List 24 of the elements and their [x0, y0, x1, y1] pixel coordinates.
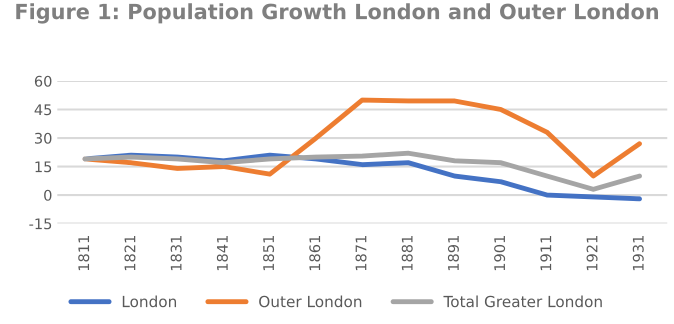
- x-tick-label: 1911: [540, 236, 552, 270]
- x-tick-label: 1841: [216, 236, 228, 270]
- y-tick-label: -15: [29, 218, 52, 230]
- x-tick-label: 1851: [263, 236, 274, 270]
- x-tick-label: 1881: [402, 236, 413, 270]
- chart-title: Figure 1: Population Growth London and Outer London: [16, 3, 658, 24]
- x-tick-label: 1931: [632, 236, 644, 270]
- y-tick-label: 45: [34, 104, 52, 116]
- x-tick-label: 1891: [448, 236, 459, 270]
- x-tick-label: 1811: [78, 236, 90, 270]
- y-tick-label: 60: [34, 76, 52, 87]
- y-tick-label: 15: [35, 161, 52, 172]
- line-series: [82, 150, 642, 192]
- legend-label: Total Greater London: [443, 295, 602, 308]
- y-tick-label: 0: [44, 190, 52, 201]
- legend-label: London: [122, 295, 176, 308]
- y-tick-label: 30: [34, 132, 52, 144]
- x-tick-label: 1921: [586, 236, 598, 270]
- legend-label: Outer London: [259, 295, 362, 308]
- x-tick-label: 1821: [124, 236, 136, 270]
- x-tick-label: 1831: [170, 236, 182, 270]
- x-tick-label: 1871: [355, 236, 367, 270]
- x-tick-label: 1861: [309, 236, 320, 270]
- x-tick-label: 1901: [494, 236, 506, 270]
